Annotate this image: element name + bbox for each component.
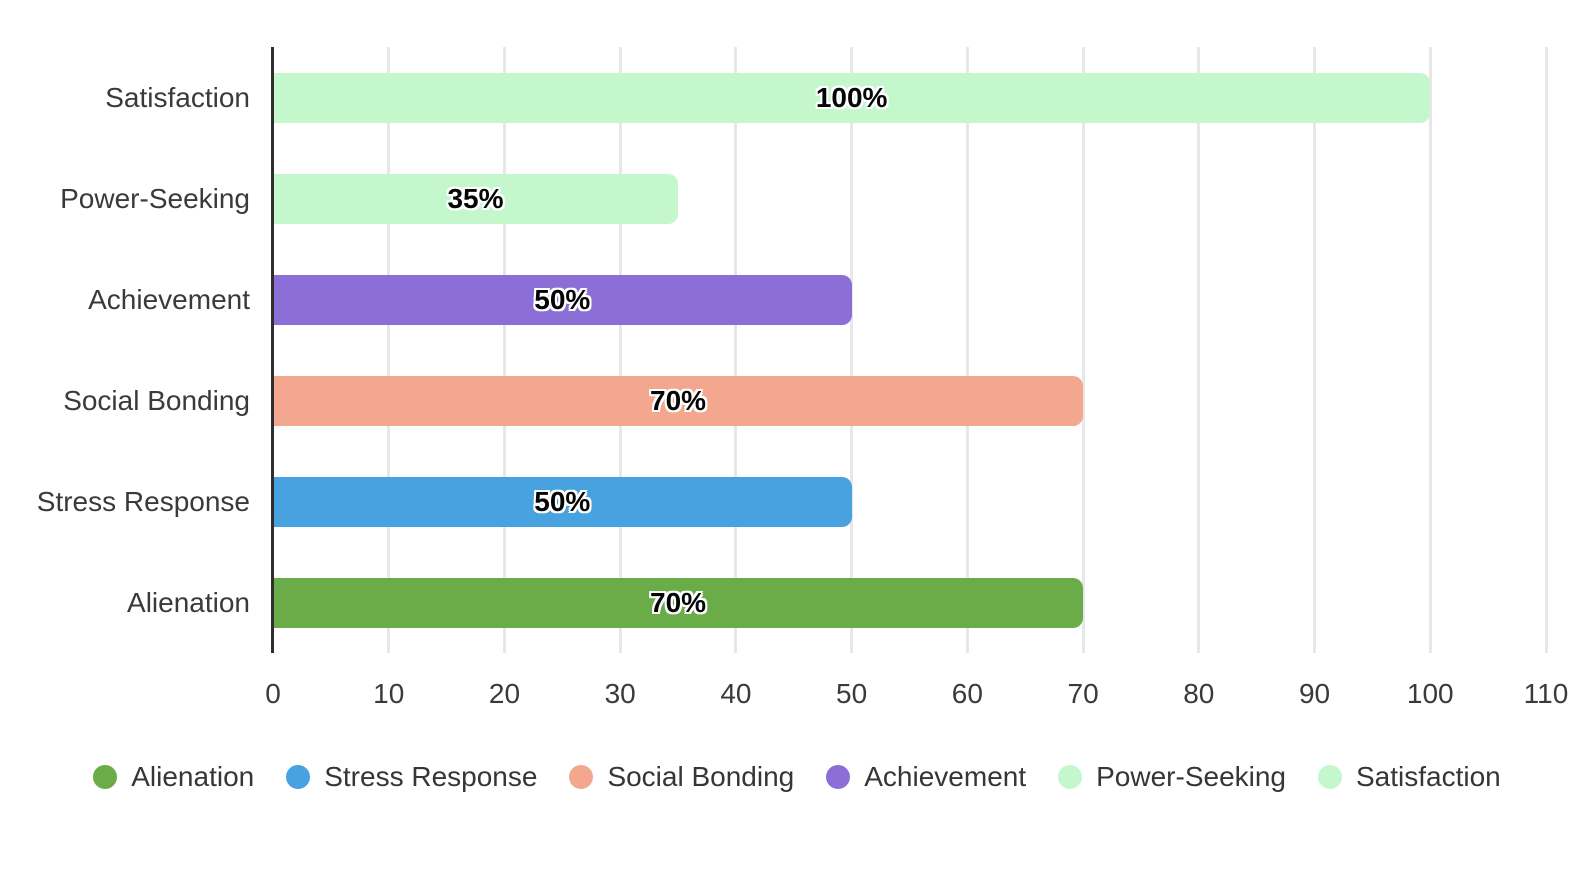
legend-item-achievement[interactable]: Achievement <box>826 761 1026 793</box>
legend-color-dot <box>1058 765 1083 789</box>
legend-color-dot <box>826 765 851 789</box>
bar-alienation[interactable]: 70% <box>273 577 1084 628</box>
bar-value-label: 35% <box>447 182 504 214</box>
category-label-achievement: Achievement <box>88 283 250 315</box>
x-tick-label: 20 <box>488 678 521 709</box>
category-label-alienation: Alienation <box>127 586 250 618</box>
gridline <box>502 47 506 653</box>
legend-item-power-seeking[interactable]: Power-Seeking <box>1058 761 1286 793</box>
legend-item-label: Stress Response <box>324 761 538 792</box>
legend-item-social-bonding[interactable]: Social Bonding <box>569 761 794 793</box>
gridline <box>1428 47 1432 653</box>
category-label-power-seeking: Power-Seeking <box>60 182 250 214</box>
legend-item-label: Alienation <box>131 761 255 792</box>
legend-item-label: Achievement <box>864 761 1027 792</box>
legend-color-dot <box>93 765 118 789</box>
legend-item-label: Social Bonding <box>607 761 795 792</box>
plot-area: 100% 35% 50% 70% 50% 70% <box>271 47 1548 653</box>
legend-item-label: Satisfaction <box>1356 761 1501 792</box>
x-tick-label: 0 <box>265 678 281 709</box>
legend-item-alienation[interactable]: Alienation <box>93 761 254 793</box>
legend-color-dot <box>569 765 594 789</box>
bar-achievement[interactable]: 50% <box>273 274 852 325</box>
gridline <box>1197 47 1201 653</box>
gridline <box>618 47 622 653</box>
bar-value-label: 70% <box>650 384 707 416</box>
gridline <box>734 47 738 653</box>
x-tick-label: 30 <box>604 678 636 709</box>
legend-item-satisfaction[interactable]: Satisfaction <box>1318 761 1501 793</box>
category-label-stress-response: Stress Response <box>36 485 250 517</box>
legend: Alienation Stress Response Social Bonding A… <box>0 760 1594 794</box>
x-tick-label: 70 <box>1067 678 1099 709</box>
bar-satisfaction[interactable]: 100% <box>273 72 1431 123</box>
bar-value-label: 50% <box>534 485 591 517</box>
bar-stress-response[interactable]: 50% <box>273 476 852 527</box>
y-axis-labels: Satisfaction Power-Seeking Achievement Soci… <box>0 0 250 878</box>
gridline <box>965 47 969 653</box>
bar-power-seeking[interactable]: 35% <box>273 173 679 224</box>
x-tick-label: 80 <box>1183 678 1215 709</box>
legend-color-dot <box>1318 765 1342 789</box>
legend-item-stress-response[interactable]: Stress Response <box>286 761 537 793</box>
y-axis-line <box>271 47 274 653</box>
gridline <box>387 47 391 653</box>
x-tick-label: 90 <box>1298 678 1331 709</box>
x-tick-label: 60 <box>951 678 983 709</box>
bar-social-bonding[interactable]: 70% <box>273 375 1084 426</box>
x-tick-label: 50 <box>836 678 868 709</box>
gridline <box>1313 47 1317 653</box>
x-tick-label: 100 <box>1406 678 1454 709</box>
gridline <box>850 47 854 653</box>
category-label-satisfaction: Satisfaction <box>105 81 250 113</box>
legend-color-dot <box>286 765 311 789</box>
x-tick-label: 40 <box>720 678 752 709</box>
category-label-social-bonding: Social Bonding <box>63 384 250 416</box>
bar-value-label: 50% <box>534 283 591 315</box>
x-tick-label: 10 <box>373 678 405 709</box>
bar-value-label: 70% <box>650 586 707 618</box>
gridline <box>1081 47 1085 653</box>
legend-item-label: Power-Seeking <box>1096 761 1286 792</box>
gridline <box>1544 47 1548 653</box>
x-tick-label: 110 <box>1523 678 1569 709</box>
bar-value-label: 100% <box>815 81 888 113</box>
